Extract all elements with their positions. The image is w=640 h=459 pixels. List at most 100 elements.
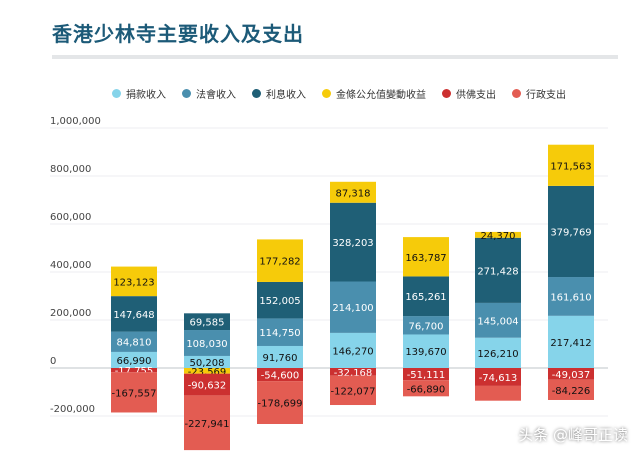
data-label-4-6: -49,037 xyxy=(552,370,591,381)
y-tick-label: -200,000 xyxy=(50,404,95,415)
bar-segment-1-4 xyxy=(403,316,449,335)
data-label-2-6: 379,769 xyxy=(550,227,591,238)
data-label-0-4: 139,670 xyxy=(405,347,446,358)
bar-segment-0-0 xyxy=(111,351,157,368)
data-label-4-1: -90,632 xyxy=(188,381,227,392)
legend-item-1: 法會收入 xyxy=(182,86,236,101)
legend-item-5: 行政支出 xyxy=(512,86,566,101)
bar-segment-0-6 xyxy=(548,315,594,368)
data-label-3-3: 87,318 xyxy=(336,188,371,199)
title-divider xyxy=(52,55,618,59)
bar-segment-1-3 xyxy=(330,281,376,333)
data-label-2-5: 271,428 xyxy=(477,266,518,277)
legend-swatch xyxy=(442,89,451,98)
data-label-0-6: 217,412 xyxy=(550,338,591,349)
data-label-4-4: -51,111 xyxy=(407,370,446,381)
bar-segment-3-3 xyxy=(330,181,376,203)
bar-segment-3-5 xyxy=(475,231,521,238)
data-label-1-6: 161,610 xyxy=(550,292,591,303)
bar-segment-4-2 xyxy=(257,368,303,382)
bar-segment-3-6 xyxy=(548,144,594,186)
legend-swatch xyxy=(112,89,121,98)
y-tick-label: 800,000 xyxy=(50,164,91,175)
data-label-2-4: 165,261 xyxy=(405,292,446,303)
data-label-1-0: 84,810 xyxy=(117,338,152,349)
data-label-0-2: 91,760 xyxy=(263,353,298,364)
bar-segment-0-4 xyxy=(403,334,449,368)
bar-segment-1-1 xyxy=(184,330,230,356)
bar-segment-2-1 xyxy=(184,313,230,331)
bar-segment-0-2 xyxy=(257,345,303,368)
bar-segment-1-2 xyxy=(257,318,303,346)
bar-segment-0-1 xyxy=(184,355,230,368)
y-tick-label: 0 xyxy=(50,356,56,367)
legend-label: 捐款收入 xyxy=(126,90,166,101)
y-tick-label: 200,000 xyxy=(50,308,91,319)
legend-label: 法會收入 xyxy=(196,90,236,101)
legend-item-0: 捐款收入 xyxy=(112,86,166,101)
bar-segment-5-5 xyxy=(475,385,521,401)
bar-segment-4-1 xyxy=(184,373,230,396)
data-label-3-1: -23,569 xyxy=(188,367,227,378)
data-label-5-2: -178,699 xyxy=(258,399,303,410)
data-label-4-2: -54,600 xyxy=(261,371,300,382)
data-label-3-5: 24,370 xyxy=(481,231,516,242)
bar-segment-4-0 xyxy=(111,368,157,373)
bar-segment-0-3 xyxy=(330,332,376,368)
bar-segment-3-2 xyxy=(257,239,303,282)
legend-label: 供佛支出 xyxy=(456,90,496,101)
data-label-2-3: 328,203 xyxy=(332,238,373,249)
data-label-0-0: 66,990 xyxy=(117,356,152,367)
bar-segment-2-6 xyxy=(548,185,594,278)
data-label-0-3: 146,270 xyxy=(332,346,373,357)
legend-swatch xyxy=(512,89,521,98)
bar-segment-2-4 xyxy=(403,276,449,317)
data-label-3-4: 163,787 xyxy=(405,253,446,264)
bar-segment-2-0 xyxy=(111,296,157,332)
data-label-2-2: 152,005 xyxy=(259,296,300,307)
legend-label: 行政支出 xyxy=(526,90,566,101)
bar-segment-4-4 xyxy=(403,368,449,381)
data-label-0-5: 126,210 xyxy=(477,349,518,360)
bar-segment-5-2 xyxy=(257,381,303,424)
data-label-3-2: 177,282 xyxy=(259,257,300,268)
bar-segment-2-3 xyxy=(330,202,376,282)
bar-segment-1-5 xyxy=(475,302,521,338)
data-label-1-3: 214,100 xyxy=(332,303,373,314)
bar-segment-3-0 xyxy=(111,266,157,297)
page-title: 香港少林寺主要收入及支出 xyxy=(52,22,304,46)
data-label-1-4: 76,700 xyxy=(409,321,444,332)
watermark: 头条 @峰哥正读 xyxy=(518,426,628,444)
data-label-5-0: -167,557 xyxy=(112,388,157,399)
bar-segment-0-5 xyxy=(475,337,521,368)
bar-segment-5-4 xyxy=(403,380,449,397)
bar-segment-5-1 xyxy=(184,395,230,451)
data-label-4-3: -32,168 xyxy=(334,368,373,379)
bar-segment-3-1 xyxy=(184,368,230,374)
bar-segment-4-6 xyxy=(548,368,594,380)
legend-swatch xyxy=(322,89,331,98)
legend-swatch xyxy=(252,89,261,98)
bar-segment-5-6 xyxy=(548,379,594,400)
bar-segment-5-3 xyxy=(330,375,376,406)
bar-segment-5-0 xyxy=(111,372,157,413)
data-label-1-1: 108,030 xyxy=(186,339,227,350)
data-label-1-5: 145,004 xyxy=(477,316,518,327)
chart-legend: 捐款收入 法會收入 利息收入 金條公允值變動收益 供佛支出 行政支出 xyxy=(112,86,566,101)
y-tick-label: 400,000 xyxy=(50,260,91,271)
legend-swatch xyxy=(182,89,191,98)
bar-segment-2-2 xyxy=(257,281,303,319)
bar-segment-3-4 xyxy=(403,237,449,277)
legend-item-3: 金條公允值變動收益 xyxy=(322,86,426,101)
data-label-5-1: -227,941 xyxy=(185,419,230,430)
y-tick-label: 1,000,000 xyxy=(50,116,101,127)
data-label-3-6: 171,563 xyxy=(550,161,591,172)
data-label-0-1: 50,208 xyxy=(190,358,225,369)
data-label-5-4: -66,890 xyxy=(407,384,446,395)
data-label-2-1: 69,585 xyxy=(190,318,225,329)
data-label-3-0: 123,123 xyxy=(113,277,154,288)
y-tick-label: 600,000 xyxy=(50,212,91,223)
bar-segment-1-0 xyxy=(111,331,157,352)
bar-segment-2-5 xyxy=(475,237,521,303)
